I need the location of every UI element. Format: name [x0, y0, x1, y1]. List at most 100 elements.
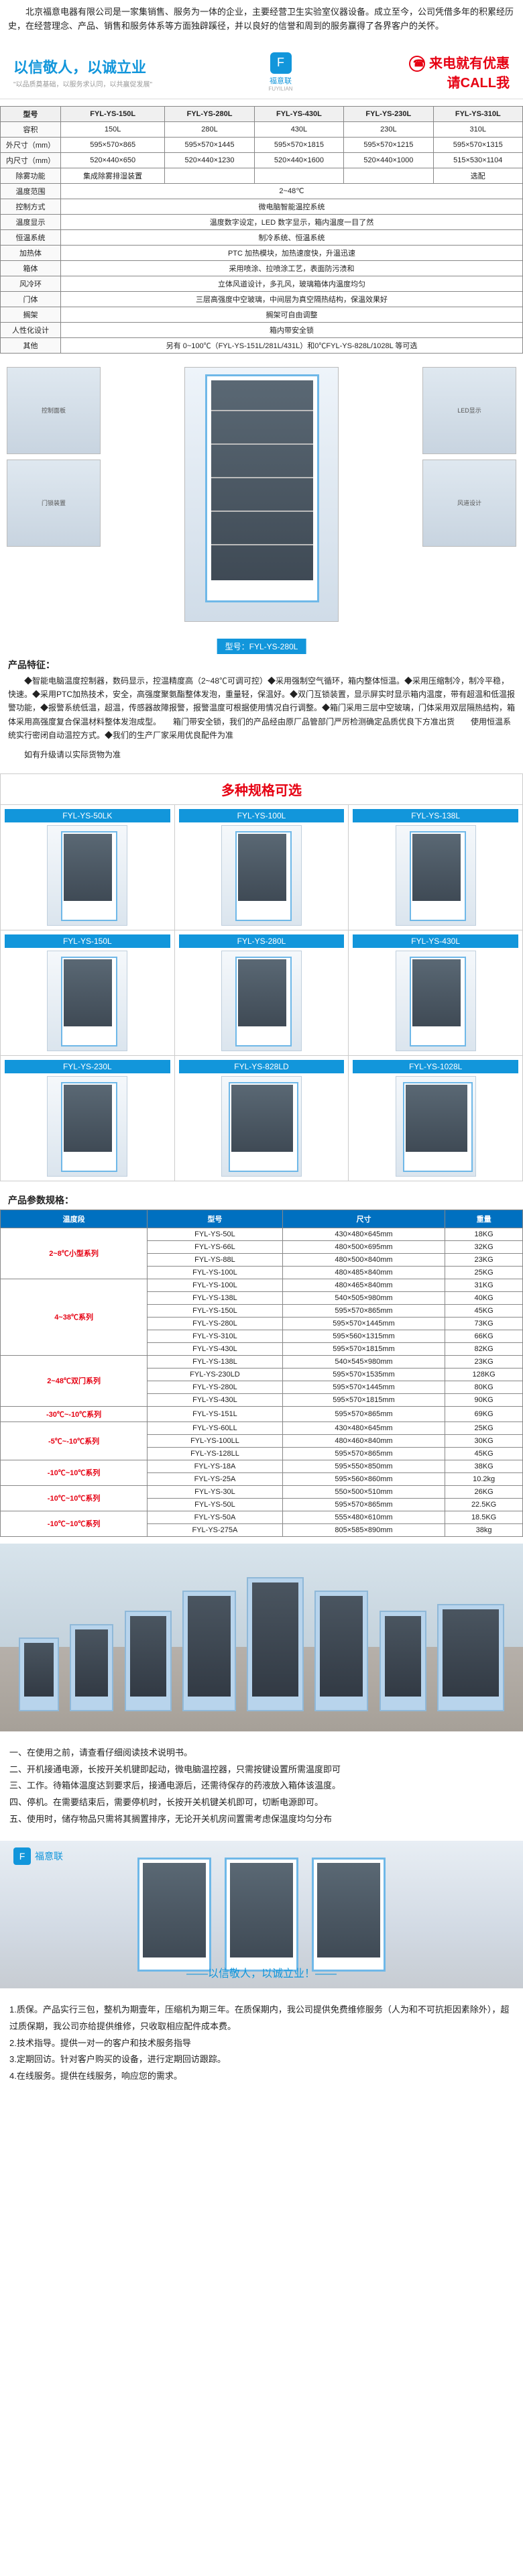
params-cell: FYL-YS-100LL — [148, 1434, 283, 1447]
params-header-cell: 型号 — [148, 1210, 283, 1228]
table-row: 内尺寸（mm）520×440×650520×440×1230520×440×16… — [1, 152, 523, 168]
params-section: 产品参数规格： 温度段型号尺寸重量 2~8℃小型系列FYL-YS-50L430×… — [0, 1188, 523, 1537]
table-row: 温度范围2~48℃ — [1, 183, 523, 199]
variant-cell: FYL-YS-150L — [1, 930, 175, 1055]
spec-cell: 595×570×1315 — [433, 137, 522, 152]
params-cell: FYL-YS-50L — [148, 1498, 283, 1511]
params-cell: 73KG — [445, 1317, 523, 1330]
spec-row-label: 风冷环 — [1, 276, 61, 291]
slogan-sub: "以品质奠基础，以服务求认同，以共赢促发展" — [13, 78, 152, 89]
params-cell: 30KG — [445, 1434, 523, 1447]
params-cell: 595×570×1445mm — [282, 1381, 445, 1393]
usage-note-item: 一、在使用之前，请查看仔细阅读技术说明书。 — [9, 1745, 514, 1762]
params-cell: 595×560×860mm — [282, 1472, 445, 1485]
features-note: 如有升级请以实际货物为准 — [0, 748, 523, 767]
spec-header-cell: FYL-YS-280L — [165, 106, 254, 121]
aftersales-item: 3.定期回访。针对客户购买的设备，进行定期回访跟踪。 — [9, 2051, 514, 2068]
params-cell: FYL-YS-30L — [148, 1485, 283, 1498]
table-row: -10℃~10℃系列FYL-YS-30L550×500×510mm26KG — [1, 1485, 523, 1498]
spec-cell: 微电脑智能温控系统 — [61, 199, 523, 214]
brand-name: 福意联 — [269, 75, 293, 86]
params-range-cell: -10℃~10℃系列 — [1, 1511, 148, 1536]
spec-cell: 立体风道设计，多孔风，玻璃箱体内温度均匀 — [61, 276, 523, 291]
table-row: -10℃~10℃系列FYL-YS-50A555×480×610mm18.5KG — [1, 1511, 523, 1523]
params-cell: 550×500×510mm — [282, 1485, 445, 1498]
params-cell: 595×570×865mm — [282, 1498, 445, 1511]
spec-cell: 595×570×1215 — [344, 137, 433, 152]
usage-notes: 一、在使用之前，请查看仔细阅读技术说明书。二、开机接通电源，长按开关机键即起动，… — [0, 1738, 523, 1834]
footer-logo: F 福意联 — [13, 1847, 63, 1865]
spec-cell: 520×440×1000 — [344, 152, 433, 168]
params-cell: FYL-YS-100L — [148, 1266, 283, 1279]
params-cell: 22.5KG — [445, 1498, 523, 1511]
params-cell: 80KG — [445, 1381, 523, 1393]
params-cell: FYL-YS-88L — [148, 1253, 283, 1266]
params-table: 温度段型号尺寸重量 2~8℃小型系列FYL-YS-50L430×480×645m… — [0, 1210, 523, 1537]
spec-cell: 150L — [61, 121, 165, 137]
spec-header-cell: FYL-YS-310L — [433, 106, 522, 121]
spec-cell: 另有 0~100℃（FYL-YS-151L/281L/431L）和0℃FYL-Y… — [61, 337, 523, 353]
variant-label: FYL-YS-150L — [5, 934, 170, 948]
variants-header: 多种规格可选 — [0, 773, 523, 804]
spec-row-label: 箱体 — [1, 260, 61, 276]
params-range-cell: -30℃~-10℃系列 — [1, 1406, 148, 1421]
banner: 以信敬人，以诚立业 "以品质奠基础，以服务求认同，以共赢促发展" F 福意联 F… — [0, 46, 523, 99]
variant-label: FYL-YS-138L — [353, 809, 518, 822]
params-cell: FYL-YS-230LD — [148, 1368, 283, 1381]
spec-header-cell: FYL-YS-430L — [254, 106, 343, 121]
detail-photos: 控制面板 门锁装置 型号：FYL-YS-280L LED显示 风道设计 — [0, 360, 523, 646]
params-cell: 540×505×980mm — [282, 1291, 445, 1304]
params-cell: FYL-YS-430L — [148, 1342, 283, 1355]
params-cell: FYL-YS-138L — [148, 1355, 283, 1368]
banner-left: 以信敬人，以诚立业 "以品质奠基础，以服务求认同，以共赢促发展" — [13, 56, 152, 89]
usage-note-item: 三、工作。待箱体温度达到要求后，接通电源后，还需待保存的药液放入箱体该温度。 — [9, 1778, 514, 1794]
variant-cell: FYL-YS-230L — [1, 1055, 175, 1181]
variant-cell: FYL-YS-1028L — [349, 1055, 523, 1181]
params-cell: FYL-YS-66L — [148, 1240, 283, 1253]
spec-cell: 采用喷涂、拉喷涂工艺，表面防污渍和 — [61, 260, 523, 276]
params-cell: FYL-YS-150L — [148, 1304, 283, 1317]
phone-icon — [409, 56, 425, 72]
params-cell: 480×465×840mm — [282, 1279, 445, 1291]
features-body: ◆智能电脑温度控制器，数码显示，控温精度高（2~48℃可调可控）◆采用强制空气循… — [0, 674, 523, 748]
variants-grid: FYL-YS-50LKFYL-YS-100LFYL-YS-138LFYL-YS-… — [0, 804, 523, 1181]
spec-table: 型号FYL-YS-150LFYL-YS-280LFYL-YS-430LFYL-Y… — [0, 106, 523, 354]
params-cell: FYL-YS-18A — [148, 1460, 283, 1472]
variant-label: FYL-YS-430L — [353, 934, 518, 948]
detail-photo-3: LED显示 — [422, 367, 516, 454]
variant-cell: FYL-YS-50LK — [1, 804, 175, 930]
params-cell: 480×500×695mm — [282, 1240, 445, 1253]
params-cell: 595×570×1535mm — [282, 1368, 445, 1381]
variant-image — [221, 825, 302, 926]
brand-logo: F 福意联 FUYILIAN — [269, 52, 293, 92]
spec-cell: 2~48℃ — [61, 183, 523, 199]
params-cell: 18KG — [445, 1228, 523, 1240]
footer-cabinet-3 — [312, 1858, 386, 1972]
params-cell: FYL-YS-100L — [148, 1279, 283, 1291]
spec-row-label: 搁架 — [1, 307, 61, 322]
params-cell: FYL-YS-60LL — [148, 1421, 283, 1434]
params-range-cell: -10℃~10℃系列 — [1, 1485, 148, 1511]
variant-label: FYL-YS-828LD — [179, 1060, 345, 1073]
params-cell: FYL-YS-151L — [148, 1406, 283, 1421]
spec-cell: 515×530×1104 — [433, 152, 522, 168]
params-cell: 480×460×840mm — [282, 1434, 445, 1447]
features-title: 产品特征： — [0, 653, 523, 674]
spec-cell — [254, 168, 343, 183]
params-cell: 10.2kg — [445, 1472, 523, 1485]
banner-right: 来电就有优惠 请CALL我 — [409, 52, 510, 92]
main-model-label: 型号：FYL-YS-280L — [217, 639, 306, 654]
variant-image — [396, 951, 476, 1051]
table-row: 箱体采用喷涂、拉喷涂工艺，表面防污渍和 — [1, 260, 523, 276]
spec-cell: 选配 — [433, 168, 522, 183]
spec-cell: 310L — [433, 121, 522, 137]
call-line1: 来电就有优惠 — [429, 56, 510, 71]
spec-row-label: 人性化设计 — [1, 322, 61, 337]
brand-en: FUYILIAN — [269, 86, 293, 92]
params-cell: FYL-YS-128LL — [148, 1447, 283, 1460]
aftersales-item: 2.技术指导。提供一对一的客户和技术服务指导 — [9, 2035, 514, 2052]
main-product-photo — [184, 367, 339, 622]
footer-cabinet-1 — [137, 1858, 211, 1972]
params-cell: FYL-YS-280L — [148, 1381, 283, 1393]
params-cell: 40KG — [445, 1291, 523, 1304]
